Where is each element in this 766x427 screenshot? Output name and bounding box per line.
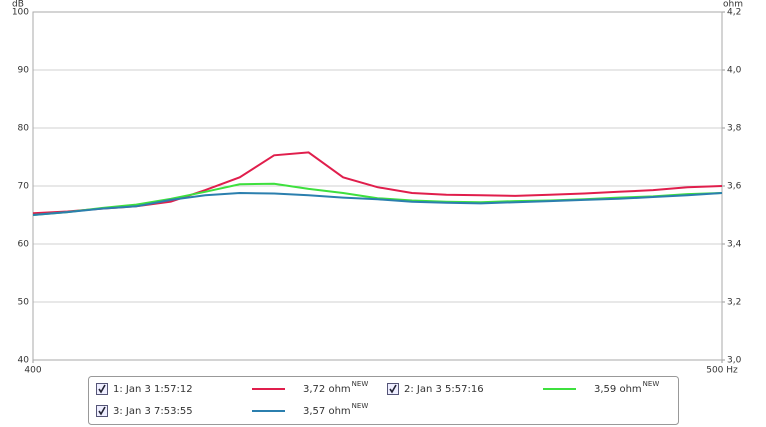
checkbox-check	[98, 384, 106, 394]
y-tick-label: 100	[12, 8, 29, 18]
y-tick-label: 60	[18, 240, 30, 250]
y2-tick-label: 4,2	[727, 8, 741, 18]
series-line	[32, 191, 723, 216]
y2-tick-label: 4,0	[727, 66, 742, 76]
legend-value: 3,72 ohm	[303, 384, 351, 395]
legend-badge: NEW	[352, 402, 369, 410]
legend-checkbox[interactable]	[96, 405, 108, 417]
x-tick-label: 400	[24, 366, 41, 376]
legend-label: 3: Jan 3 7:53:55	[113, 406, 193, 417]
legend-label: 1: Jan 3 1:57:12	[113, 384, 193, 395]
legend-value: 3,59 ohm	[594, 384, 642, 395]
y2-tick-label: 3,0	[727, 356, 742, 366]
y2-tick-label: 3,6	[727, 182, 742, 192]
x-tick-label: 500 Hz	[706, 366, 738, 376]
legend: 1: Jan 3 1:57:12 3,72 ohm NEW 2: Jan 3 5:57…	[88, 376, 679, 425]
y2-tick-label: 3,4	[727, 240, 742, 250]
y-tick-label: 90	[18, 66, 30, 76]
legend-checkbox[interactable]	[387, 383, 399, 395]
checkbox-check	[389, 384, 397, 394]
y2-tick-label: 3,8	[727, 124, 742, 134]
legend-checkbox[interactable]	[96, 383, 108, 395]
y-tick-label: 50	[18, 298, 30, 308]
y-tick-label: 80	[18, 124, 30, 134]
legend-badge: NEW	[643, 380, 660, 388]
y-tick-label: 70	[18, 182, 30, 192]
y-unit: dB	[12, 0, 24, 10]
y2-unit: ohm	[723, 0, 743, 10]
legend-label: 2: Jan 3 5:57:16	[404, 384, 484, 395]
y-tick-label: 40	[18, 356, 30, 366]
legend-box	[88, 376, 679, 425]
y2-tick-label: 3,2	[727, 298, 741, 308]
legend-value: 3,57 ohm	[303, 406, 351, 417]
legend-badge: NEW	[352, 380, 369, 388]
checkbox-check	[98, 406, 106, 416]
